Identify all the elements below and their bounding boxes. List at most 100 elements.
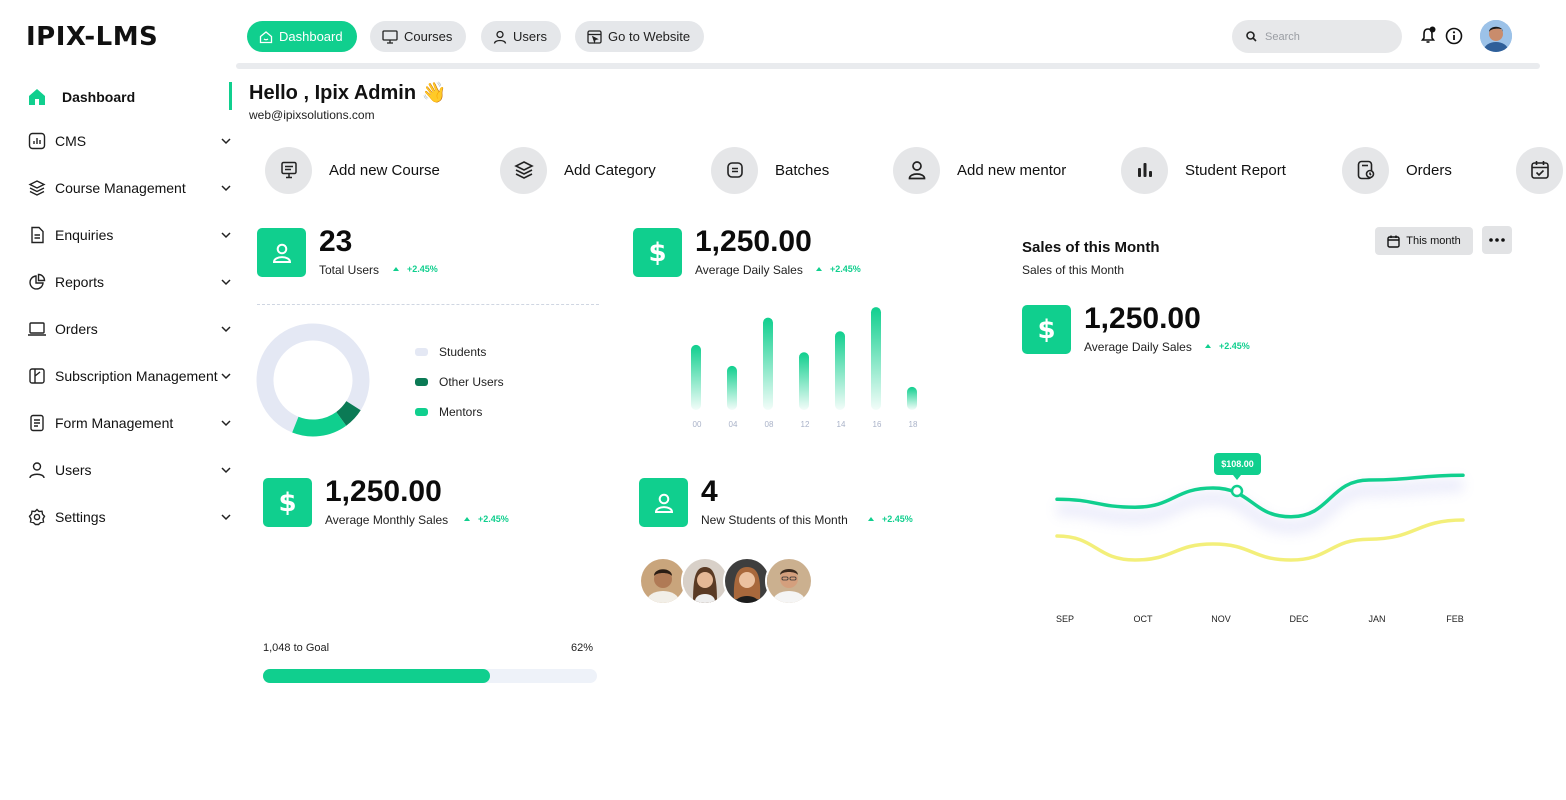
user-icon — [257, 228, 306, 277]
info-icon[interactable] — [1444, 26, 1464, 46]
home-icon — [259, 30, 273, 43]
form-icon — [26, 412, 48, 434]
x-tick-label: OCT — [1134, 614, 1154, 624]
goal-percent: 62% — [571, 642, 594, 654]
sidebar-item-label: CMS — [55, 133, 87, 149]
search-icon — [1246, 31, 1257, 42]
avatar[interactable] — [765, 557, 813, 605]
sidebar-item-form-management[interactable]: Form Management — [26, 409, 232, 437]
quick-action-label: Add Category — [564, 161, 656, 179]
arrow-up-icon — [464, 517, 470, 521]
quick-action-calendar[interactable] — [1516, 146, 1563, 194]
legend-swatch — [415, 378, 428, 386]
page-title: Hello , Ipix Admin 👋 — [249, 82, 447, 104]
stat-value: 4 — [701, 475, 718, 508]
quick-action-student-report[interactable]: Student Report — [1121, 146, 1286, 194]
gear-icon — [26, 506, 48, 528]
stat-value: 1,250.00 — [695, 225, 812, 258]
sidebar-item-label: Settings — [55, 509, 106, 525]
stat-value: 1,250.00 — [1084, 302, 1201, 335]
goal-text: 1,048 to Goal — [263, 642, 330, 654]
user-icon — [893, 146, 940, 194]
avatar[interactable] — [1480, 20, 1512, 52]
bar — [691, 344, 701, 410]
user-icon — [493, 30, 507, 44]
chevron-down-icon — [221, 373, 231, 380]
sidebar-item-subscription-management[interactable]: Subscription Management — [26, 362, 232, 390]
stat-average-monthly-sales: $ 1,250.00 Average Monthly Sales +2.45% — [263, 475, 543, 528]
tab-go-to-website[interactable]: Go to Website — [575, 21, 705, 52]
sales-panel-subtitle: Sales of this Month — [1022, 263, 1125, 277]
avatar[interactable] — [723, 557, 771, 605]
quick-action-add-mentor[interactable]: Add new mentor — [893, 146, 1066, 194]
legend-label: Mentors — [439, 405, 483, 419]
topbar-divider — [236, 63, 1540, 69]
x-tick-label: 16 — [873, 420, 882, 429]
period-select-button[interactable]: This month — [1375, 227, 1473, 255]
x-tick-label: 18 — [909, 420, 918, 429]
stat-value: 23 — [319, 225, 353, 258]
sidebar-item-dashboard[interactable]: Dashboard — [26, 83, 232, 111]
pie-chart-icon — [26, 271, 48, 293]
arrow-up-icon — [1205, 344, 1211, 348]
stat-new-students: 4 New Students of this Month +2.45% — [639, 475, 939, 528]
calendar-check-icon — [1516, 146, 1563, 194]
dollar-icon: $ — [1022, 305, 1071, 354]
stat-change: +2.45% — [464, 514, 509, 524]
dollar-icon: $ — [263, 478, 312, 527]
stat-total-users: 23 Total Users +2.45% — [257, 225, 457, 278]
sidebar-item-enquiries[interactable]: Enquiries — [26, 221, 232, 249]
quick-action-add-category[interactable]: Add Category — [500, 146, 656, 194]
search-input[interactable] — [1265, 30, 1385, 43]
tab-users[interactable]: Users — [481, 21, 561, 52]
quick-action-batches[interactable]: Batches — [711, 146, 829, 194]
search-box[interactable] — [1232, 20, 1402, 53]
sidebar-item-settings[interactable]: Settings — [26, 503, 232, 531]
more-options-button[interactable] — [1482, 226, 1512, 254]
tab-courses[interactable]: Courses — [370, 21, 467, 52]
calendar-icon — [1387, 235, 1400, 248]
sidebar-item-label: Subscription Management — [55, 368, 218, 384]
sidebar-item-orders[interactable]: Orders — [26, 315, 232, 343]
avatar[interactable] — [681, 557, 729, 605]
batch-icon — [711, 146, 758, 194]
avatar[interactable] — [639, 557, 687, 605]
top-nav: Dashboard Courses Users Go to Website — [236, 0, 1540, 70]
arrow-up-icon — [868, 517, 874, 521]
quick-action-orders[interactable]: Orders — [1342, 146, 1452, 194]
chevron-down-icon — [221, 279, 231, 286]
x-tick-label: 12 — [801, 420, 810, 429]
legend-item: Other Users — [415, 375, 504, 389]
bell-icon[interactable] — [1418, 26, 1438, 46]
stat-label: New Students of this Month — [701, 513, 848, 527]
layers-icon — [26, 177, 48, 199]
document-icon — [26, 224, 48, 246]
sidebar-item-reports[interactable]: Reports — [26, 268, 232, 296]
sidebar-item-label: Form Management — [55, 415, 174, 431]
sidebar-item-cms[interactable]: CMS — [26, 127, 232, 155]
arrow-up-icon — [393, 267, 399, 271]
sidebar-item-label: Enquiries — [55, 227, 114, 243]
stat-label: Average Daily Sales — [695, 263, 803, 277]
sidebar-item-course-management[interactable]: Course Management — [26, 174, 232, 202]
x-tick-label: SEP — [1056, 614, 1074, 624]
x-tick-label: NOV — [1211, 614, 1231, 624]
layers-icon — [500, 146, 547, 194]
book-icon — [26, 365, 48, 387]
stat-sales-month-daily: $ 1,250.00 Average Daily Sales +2.45% — [1022, 302, 1302, 355]
stat-change-value: +2.45% — [882, 514, 913, 524]
laptop-icon — [26, 318, 48, 340]
x-tick-label: 04 — [729, 420, 738, 429]
sidebar-item-users[interactable]: Users — [26, 456, 232, 484]
tab-dashboard[interactable]: Dashboard — [247, 21, 357, 52]
donut-slice-students — [256, 323, 370, 433]
quick-action-add-course[interactable]: Add new Course — [265, 146, 440, 194]
chevron-down-icon — [221, 232, 231, 239]
quick-action-label: Add new Course — [329, 161, 440, 179]
user-icon — [26, 459, 48, 481]
sidebar-item-label: Reports — [55, 274, 105, 290]
sidebar-item-label: Course Management — [55, 180, 186, 196]
stat-change: +2.45% — [1205, 341, 1250, 351]
stat-average-daily-sales: $ 1,250.00 Average Daily Sales +2.45% — [633, 225, 893, 278]
